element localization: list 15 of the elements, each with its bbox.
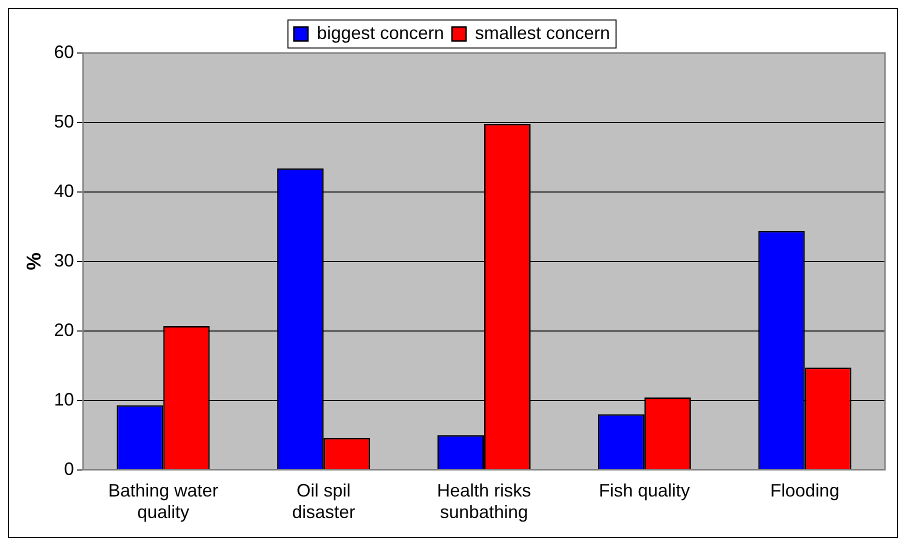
x-tick-label: Fish quality — [598, 480, 690, 501]
y-axis-title: % — [24, 252, 46, 270]
y-tick-label: 40 — [54, 180, 74, 201]
x-tick-label: Flooding — [770, 480, 840, 501]
y-tick-label: 60 — [54, 42, 74, 62]
legend-label: biggest concern — [316, 22, 444, 43]
y-tick-label: 30 — [54, 250, 74, 270]
x-tick-label: Bathing water quality — [108, 480, 218, 522]
y-tick-label: 50 — [54, 111, 74, 132]
y-tick-label: 0 — [64, 458, 74, 479]
y-tick-label: 10 — [54, 389, 74, 410]
x-tick-label: Oil spil disaster — [292, 480, 356, 522]
legend-label: smallest concern — [475, 22, 610, 43]
x-tick-label: Health risks sunbathing — [436, 480, 532, 522]
y-tick-label: 20 — [54, 320, 74, 340]
